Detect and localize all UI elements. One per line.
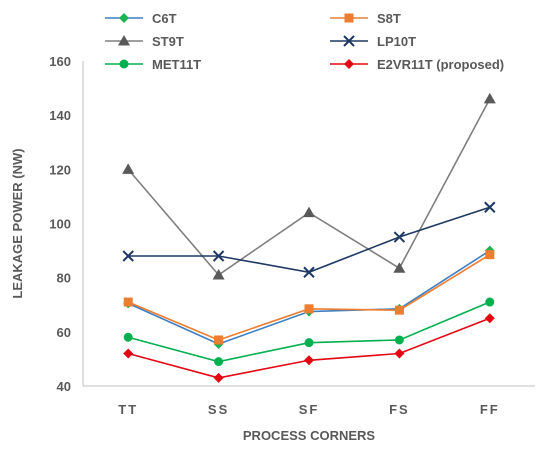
legend-label-st9t: ST9T: [152, 34, 184, 49]
series-met11t: [123, 297, 495, 367]
series-lp10t: [122, 201, 496, 278]
y-tick-label: 120: [49, 162, 71, 177]
data-point-e2vr11t-proposed: [123, 348, 134, 359]
data-point-st9t: [483, 92, 496, 104]
data-point-lp10t: [122, 250, 134, 262]
data-point-e2vr11t-proposed: [394, 348, 405, 359]
legend-entry-c6t: C6T: [105, 11, 177, 26]
legend-label-lp10t: LP10T: [377, 34, 416, 49]
y-tick-label: 160: [49, 54, 71, 69]
data-point-met11t: [214, 357, 224, 367]
data-point-met11t: [394, 335, 404, 345]
data-point-s8t: [214, 335, 224, 345]
data-point-e2vr11t-proposed: [484, 313, 495, 324]
legend: C6T S8T ST9T LP10T MET11T E2VR11T (proposed): [105, 11, 504, 72]
legend-entry-met11t: MET11T: [105, 57, 201, 72]
x-tick-labels: TT SS SF FS FF: [118, 402, 500, 417]
x-axis-title: PROCESS CORNERS: [243, 428, 376, 443]
series-line-st9t: [127, 98, 491, 277]
legend-entry-s8t: S8T: [330, 11, 401, 26]
legend-entry-e2vr11t-proposed: E2VR11T (proposed): [330, 57, 504, 72]
y-tick-label: 140: [49, 108, 71, 123]
data-point-lp10t: [212, 250, 225, 262]
data-point-e2vr11t-proposed: [304, 355, 314, 366]
data-point-s8t: [485, 250, 495, 260]
x-tick-label: FF: [480, 402, 500, 417]
data-point-st9t: [393, 262, 406, 273]
data-point-met11t: [304, 338, 314, 348]
series-c6t: [123, 245, 495, 350]
legend-marker-c6t: [119, 13, 129, 23]
data-point-s8t: [394, 305, 404, 315]
data-point-e2vr11t-proposed: [213, 372, 224, 383]
series-e2vr11t-proposed: [123, 313, 495, 383]
data-point-met11t: [123, 332, 133, 342]
legend-entry-lp10t: LP10T: [330, 34, 416, 49]
x-tick-label: SS: [208, 402, 229, 417]
data-point-s8t: [304, 304, 314, 314]
data-point-st9t: [303, 206, 315, 218]
legend-marker-lp10t: [343, 35, 355, 47]
legend-label-met11t: MET11T: [152, 57, 201, 72]
legend-marker-met11t: [119, 59, 129, 69]
legend-entry-st9t: ST9T: [105, 34, 184, 49]
y-tick-label: 80: [57, 271, 71, 286]
series-st9t: [122, 92, 496, 280]
axes: [82, 61, 535, 387]
legend-label-c6t: C6T: [152, 11, 177, 26]
data-point-s8t: [123, 297, 133, 307]
y-axis-title: LEAKAGE POWER (NW): [10, 148, 25, 298]
data-point-lp10t: [484, 201, 496, 213]
data-point-lp10t: [303, 266, 315, 278]
data-point-st9t: [212, 268, 225, 280]
series-s8t: [123, 250, 495, 345]
series-layer: [122, 92, 496, 383]
data-point-lp10t: [393, 231, 406, 243]
data-point-met11t: [485, 297, 495, 307]
y-tick-labels: 40 60 80 100 120 140 160: [49, 54, 71, 394]
y-tick-label: 40: [57, 379, 71, 394]
legend-marker-st9t: [118, 35, 130, 46]
x-tick-label: TT: [118, 402, 138, 417]
x-tick-label: FS: [389, 402, 410, 417]
legend-label-s8t: S8T: [377, 11, 401, 26]
legend-marker-s8t: [344, 13, 354, 23]
legend-label-e2vr11t-proposed: E2VR11T (proposed): [377, 57, 504, 72]
y-tick-label: 100: [49, 217, 71, 232]
series-line-c6t: [127, 249, 491, 345]
x-tick-label: SF: [299, 402, 320, 417]
legend-marker-e2vr11t-proposed: [344, 59, 354, 69]
y-tick-label: 60: [57, 325, 71, 340]
data-point-st9t: [122, 163, 135, 174]
